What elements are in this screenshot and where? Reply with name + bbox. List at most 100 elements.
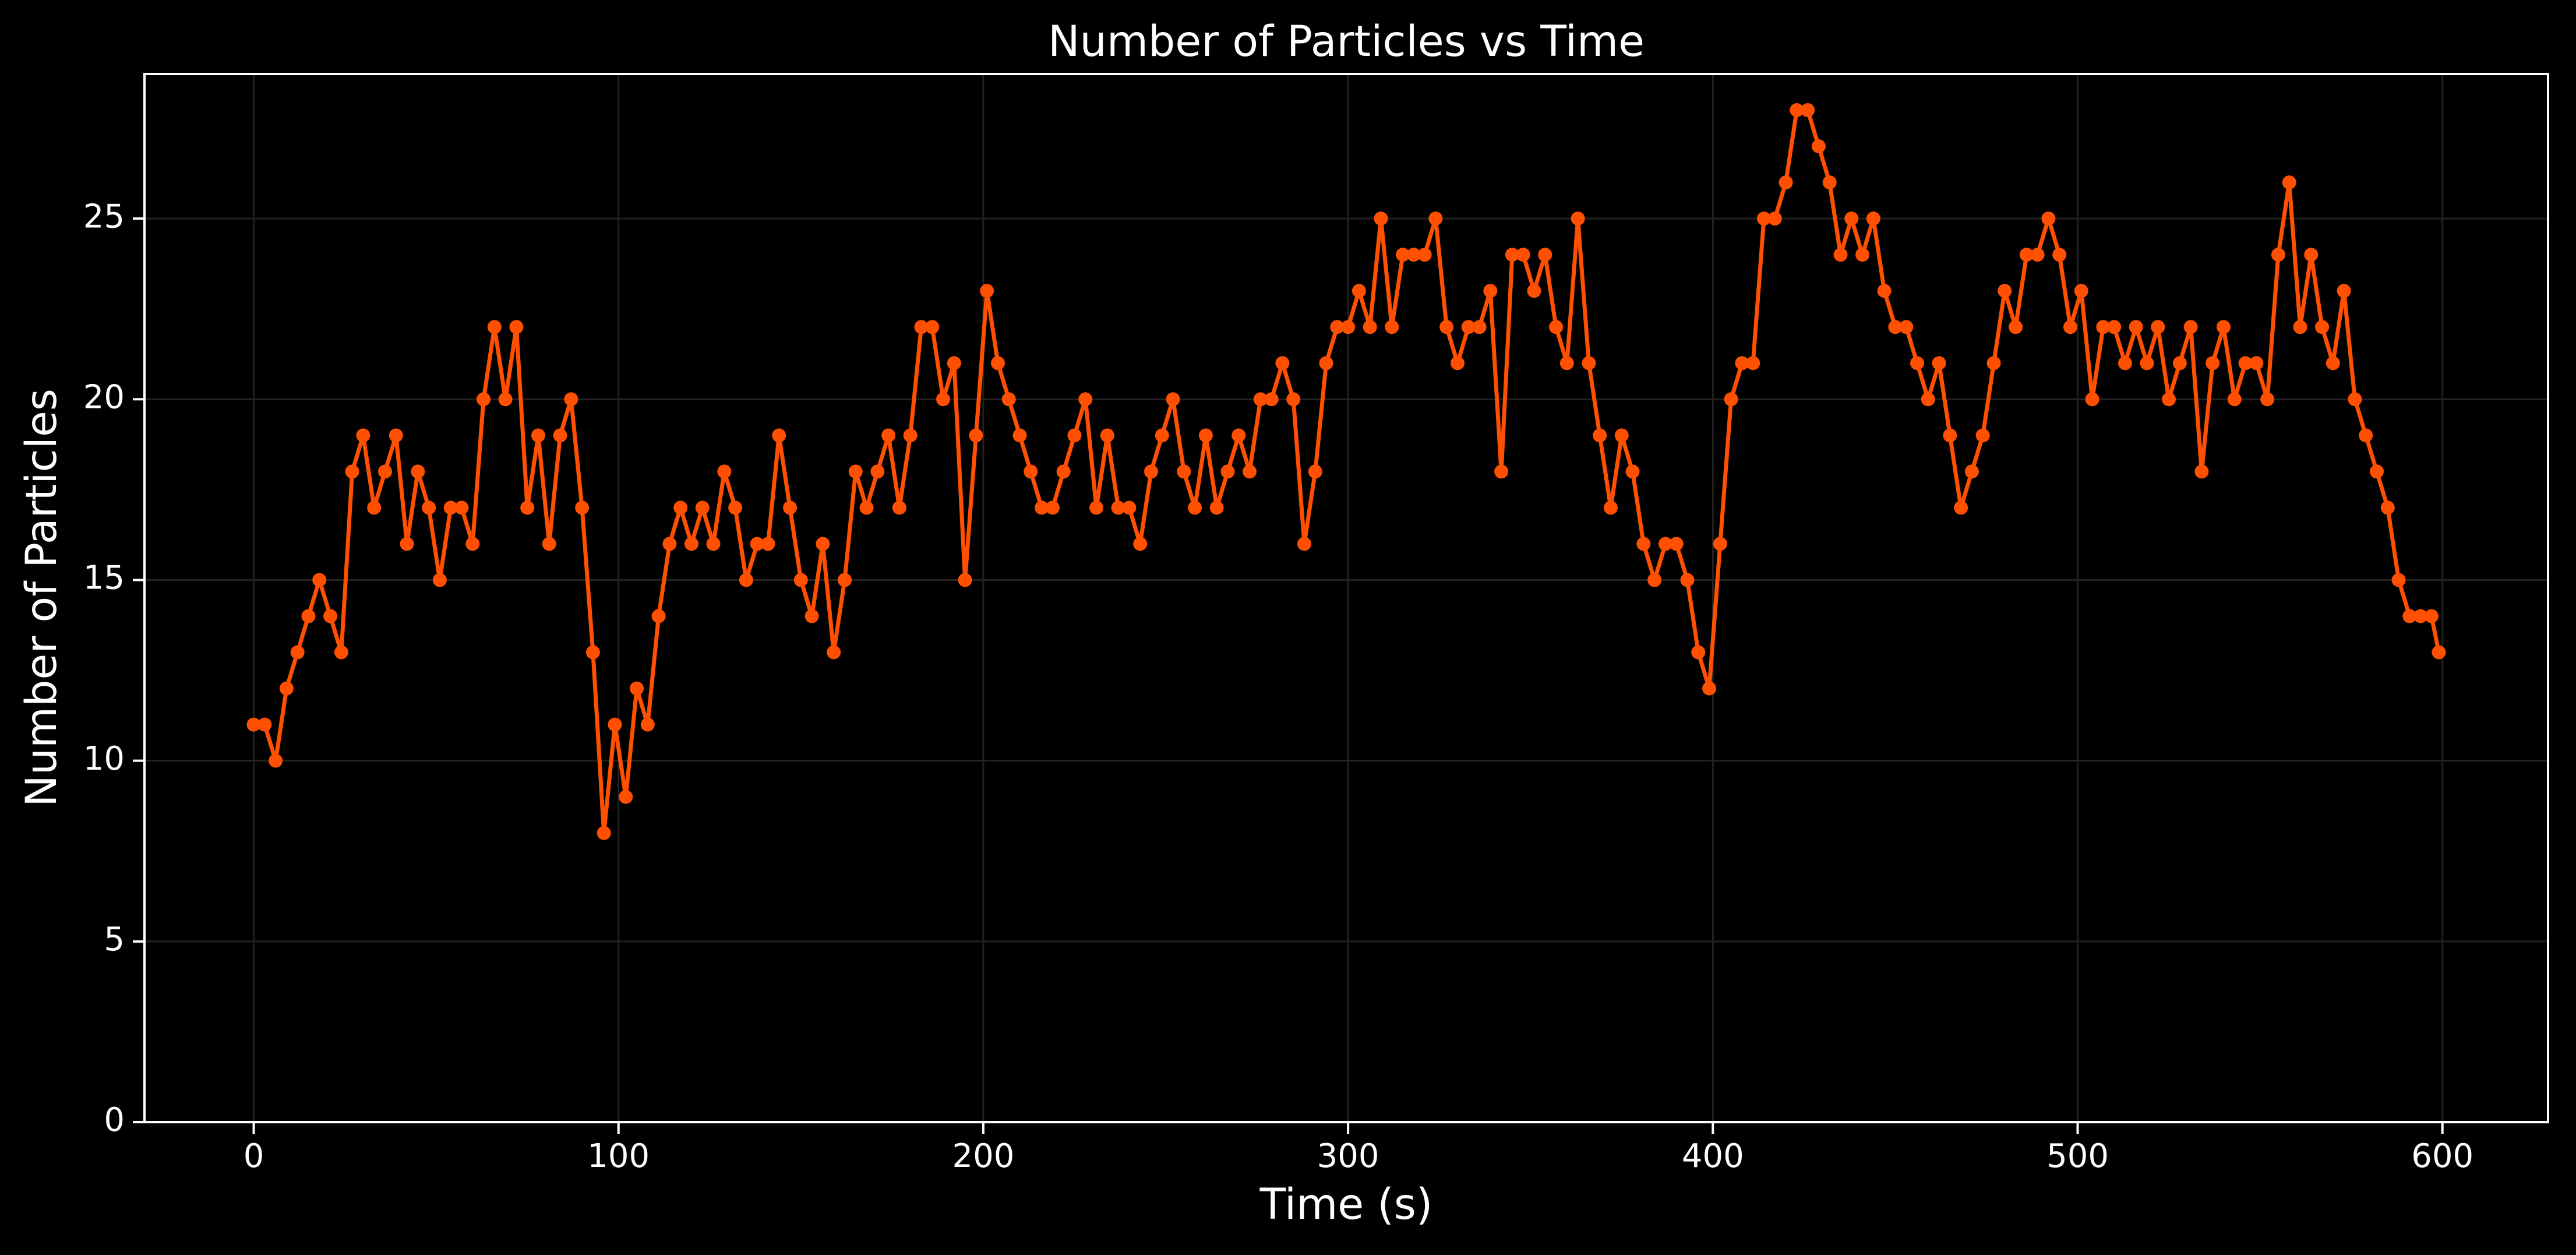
- data-point: [1319, 356, 1333, 371]
- data-point: [2337, 284, 2351, 298]
- data-point: [2052, 248, 2067, 262]
- data-point: [585, 645, 600, 660]
- data-point: [1472, 320, 1487, 334]
- x-tick-label: 400: [1682, 1137, 1744, 1175]
- data-point: [1756, 211, 1771, 226]
- data-point: [2380, 500, 2395, 515]
- data-point: [2326, 356, 2340, 371]
- x-tick-label: 600: [2411, 1137, 2473, 1175]
- data-point: [1111, 500, 1125, 515]
- y-tick-label: 5: [104, 921, 125, 958]
- data-point: [881, 428, 896, 443]
- y-tick-label: 25: [83, 198, 125, 235]
- data-point: [553, 428, 567, 443]
- data-point: [1133, 537, 1148, 551]
- data-point: [1220, 464, 1235, 479]
- y-tick-label: 15: [83, 559, 125, 597]
- data-point: [400, 537, 414, 551]
- data-point: [2063, 320, 2077, 334]
- data-point: [1253, 392, 1268, 407]
- data-point: [980, 284, 994, 298]
- data-point: [2315, 320, 2330, 334]
- x-axis-label: Time (s): [1259, 1180, 1433, 1229]
- x-tick-label: 200: [952, 1137, 1014, 1175]
- x-tick-label: 0: [244, 1137, 264, 1175]
- data-point: [969, 428, 983, 443]
- data-point: [1067, 428, 1082, 443]
- data-point: [1680, 573, 1695, 587]
- data-point: [345, 464, 359, 479]
- data-point: [1998, 284, 2012, 298]
- data-point: [1844, 211, 1859, 226]
- data-point: [1986, 356, 2001, 371]
- data-point: [1582, 356, 1596, 371]
- data-point: [1975, 428, 1990, 443]
- data-point: [1943, 428, 1957, 443]
- data-point: [1702, 681, 1717, 696]
- data-point: [477, 392, 491, 407]
- data-point: [903, 428, 918, 443]
- data-point: [2162, 392, 2176, 407]
- data-point: [1035, 500, 1049, 515]
- data-point: [783, 500, 797, 515]
- data-point: [2282, 175, 2296, 190]
- data-point: [1144, 464, 1158, 479]
- data-point: [1538, 248, 1552, 262]
- data-point: [1877, 284, 1892, 298]
- data-point: [2019, 248, 2034, 262]
- data-point: [1888, 320, 1903, 334]
- data-point: [630, 681, 644, 696]
- data-point: [531, 428, 545, 443]
- data-point: [2183, 320, 2198, 334]
- data-point: [1801, 103, 1815, 118]
- data-point: [1516, 248, 1530, 262]
- data-point: [1603, 500, 1618, 515]
- data-point: [312, 573, 327, 587]
- data-point: [2359, 428, 2373, 443]
- data-point: [848, 464, 863, 479]
- data-point: [520, 500, 535, 515]
- data-point: [509, 320, 524, 334]
- data-point: [1417, 248, 1432, 262]
- data-point: [1122, 500, 1137, 515]
- data-point: [717, 464, 732, 479]
- y-tick-label: 0: [104, 1101, 125, 1139]
- data-point: [1571, 211, 1585, 226]
- data-point: [1461, 320, 1476, 334]
- data-point: [1954, 500, 1968, 515]
- data-point: [925, 320, 940, 334]
- data-point: [1024, 464, 1038, 479]
- data-point: [1231, 428, 1246, 443]
- data-point: [2194, 464, 2209, 479]
- data-point: [1374, 211, 1388, 226]
- data-point: [1275, 356, 1290, 371]
- data-point: [1779, 175, 1793, 190]
- data-point: [837, 573, 852, 587]
- data-point: [1767, 211, 1782, 226]
- data-point: [323, 609, 338, 623]
- data-point: [1308, 464, 1322, 479]
- data-point: [1559, 356, 1574, 371]
- data-point: [1625, 464, 1640, 479]
- y-tick-label: 20: [83, 378, 125, 416]
- data-point: [356, 428, 370, 443]
- data-point: [465, 537, 480, 551]
- data-point: [1056, 464, 1071, 479]
- x-tick-label: 500: [2046, 1137, 2109, 1175]
- data-point: [1089, 500, 1104, 515]
- data-point: [1209, 500, 1224, 515]
- data-point: [2304, 248, 2319, 262]
- data-point: [422, 500, 436, 515]
- data-point: [2227, 392, 2242, 407]
- data-point: [2206, 356, 2220, 371]
- data-point: [1001, 392, 1016, 407]
- data-point: [1790, 103, 1804, 118]
- data-point: [498, 392, 513, 407]
- data-point: [1188, 500, 1202, 515]
- data-point: [1811, 139, 1826, 154]
- data-point: [816, 537, 830, 551]
- data-point: [279, 681, 294, 696]
- data-point: [914, 320, 929, 334]
- data-point: [2085, 392, 2099, 407]
- data-point: [1932, 356, 1946, 371]
